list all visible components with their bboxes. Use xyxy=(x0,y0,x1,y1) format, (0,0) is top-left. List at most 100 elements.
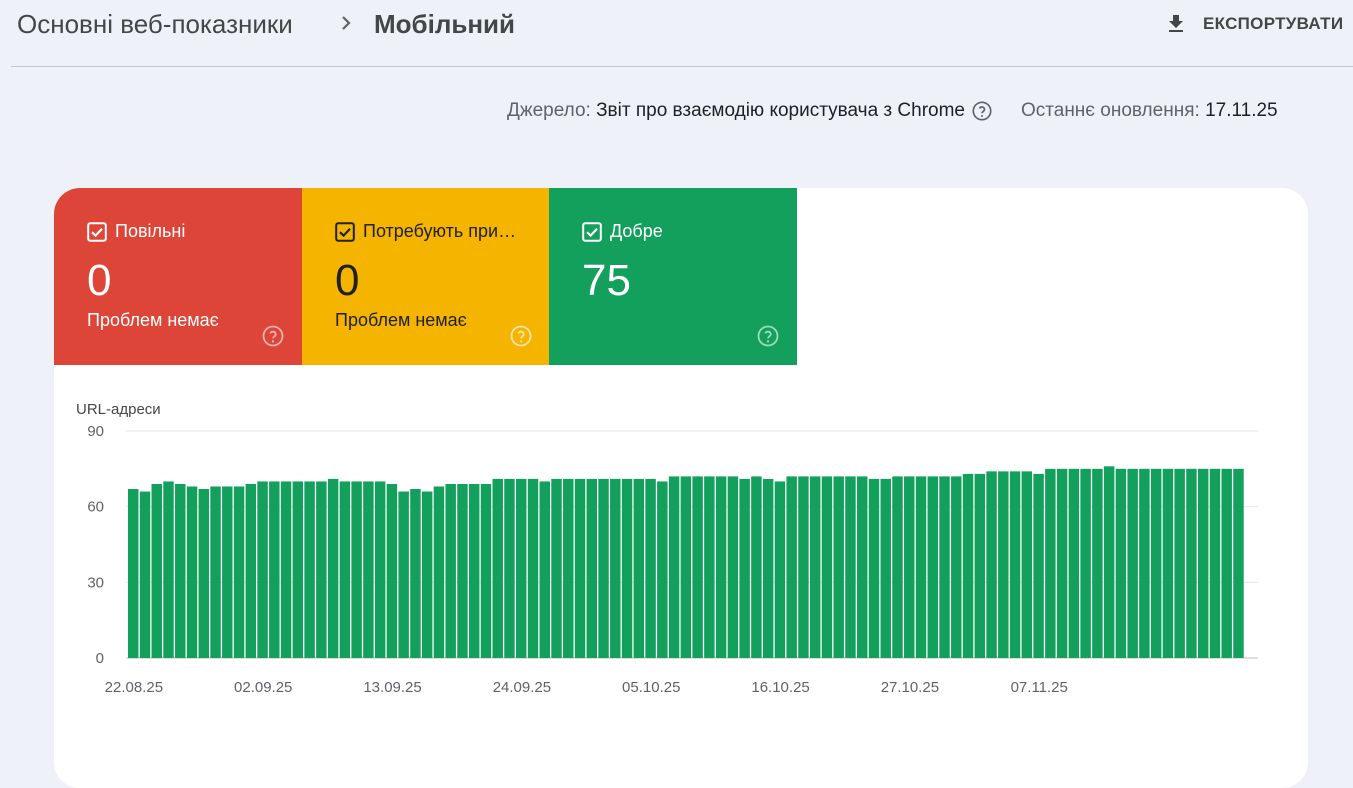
chart-bar xyxy=(504,478,515,658)
tile-subtitle: Проблем немає xyxy=(335,310,467,330)
chart-bar xyxy=(1127,468,1138,658)
chart-bar xyxy=(727,476,739,658)
export-button[interactable]: ЕКСПОРТУВАТИ xyxy=(1164,10,1343,38)
tile-good[interactable]: Добре 75 xyxy=(549,188,797,365)
chevron-right-icon xyxy=(342,16,351,30)
chart-bar xyxy=(245,483,257,658)
source-value: Звіт про взаємодію користувача з Chrome xyxy=(596,100,965,121)
chart-bar xyxy=(1009,471,1021,658)
tile-poor[interactable]: Повільні 0 Проблем немає xyxy=(54,188,302,365)
chart-bar xyxy=(762,478,774,658)
chart-bar xyxy=(715,476,727,658)
chart-bar xyxy=(880,478,891,658)
bar-chart: URL-адреси 0 30 60 90 22.08.25 02.09.25 13.09.2… xyxy=(76,401,1258,696)
chart-bar xyxy=(1045,468,1056,658)
help-circle-icon[interactable] xyxy=(509,324,533,348)
chart-bar xyxy=(856,476,868,658)
chart-bar xyxy=(1068,468,1080,658)
tile-label: Повільні xyxy=(115,221,186,241)
chart-bar xyxy=(198,489,210,658)
tile-label: Потребують при… xyxy=(363,221,517,241)
chart-bar xyxy=(186,486,198,658)
chart-bar xyxy=(222,486,233,658)
chart-bar xyxy=(128,489,139,658)
chart-bar xyxy=(892,476,903,658)
tile-subtitle: Проблем немає xyxy=(87,310,219,330)
chart-bar xyxy=(457,483,468,658)
help-circle-icon[interactable] xyxy=(261,324,285,348)
chart-bar xyxy=(563,478,574,658)
chart-bar xyxy=(939,476,950,658)
chart-bar xyxy=(539,481,550,658)
chart: URL-адреси 0 30 60 90 22.08.25 02.09.25 13.09.2… xyxy=(54,390,1294,710)
chart-bar xyxy=(492,478,503,658)
chart-bar xyxy=(445,483,456,658)
chart-bar xyxy=(962,473,974,658)
chart-bar xyxy=(363,481,374,658)
chart-bar xyxy=(351,481,362,658)
chart-bar xyxy=(774,481,786,658)
chart-bar xyxy=(986,471,997,658)
chart-bar xyxy=(210,486,221,658)
chart-bar xyxy=(974,473,986,658)
chart-bar xyxy=(927,476,938,658)
checkbox-checked-icon[interactable] xyxy=(87,222,107,242)
download-icon xyxy=(1169,15,1183,32)
chart-bar xyxy=(398,491,409,658)
chart-bar xyxy=(304,481,315,658)
chart-bar xyxy=(1209,468,1221,658)
chart-bar xyxy=(292,481,304,658)
chart-bar xyxy=(786,476,797,658)
checkbox-checked-icon[interactable] xyxy=(335,222,355,242)
export-label: ЕКСПОРТУВАТИ xyxy=(1203,14,1344,33)
chart-bar xyxy=(1033,473,1044,658)
checkbox-checked-icon[interactable] xyxy=(582,222,602,242)
chart-bar xyxy=(574,478,586,658)
chart-bar xyxy=(1174,468,1185,658)
tile-value: 75 xyxy=(582,256,631,305)
breadcrumb-parent[interactable]: Основні веб-показники xyxy=(17,9,293,39)
chart-bar xyxy=(951,476,962,658)
chart-bar xyxy=(751,476,762,658)
help-circle-icon[interactable] xyxy=(756,324,780,348)
chart-bar xyxy=(374,481,386,658)
chart-bar xyxy=(586,478,598,658)
chart-bar xyxy=(175,483,186,658)
chart-bar xyxy=(339,481,351,658)
chart-bar xyxy=(468,483,480,658)
help-circle-icon[interactable] xyxy=(971,100,993,122)
chart-bar xyxy=(798,476,809,658)
page-header: Основні веб-показники Мобільний ЕКСПОРТУ… xyxy=(0,0,1353,66)
y-tick-label: 0 xyxy=(96,650,104,667)
chart-bar xyxy=(257,481,268,658)
chart-bar xyxy=(868,478,880,658)
chart-bar xyxy=(151,483,162,658)
chart-bar xyxy=(316,481,327,658)
chart-bar xyxy=(1115,468,1127,658)
chart-bar xyxy=(1103,466,1115,658)
y-tick-label: 60 xyxy=(87,499,104,516)
chart-bar xyxy=(433,486,445,658)
chart-bar xyxy=(704,476,715,658)
tile-value: 0 xyxy=(335,256,360,305)
chart-bar xyxy=(1139,468,1150,658)
chart-bar xyxy=(1186,468,1197,658)
chart-bar xyxy=(739,478,750,658)
chart-bar xyxy=(386,483,398,658)
chart-bar xyxy=(527,478,539,658)
chart-bar xyxy=(915,476,927,658)
chart-bar xyxy=(280,481,292,658)
chart-bar xyxy=(809,476,821,658)
chart-bar xyxy=(269,481,280,658)
last-update-label: Останнє оновлення: xyxy=(1020,100,1200,121)
tile-needs-improvement[interactable]: Потребують при… 0 Проблем немає xyxy=(302,188,550,365)
x-tick-label: 13.09.25 xyxy=(363,679,421,696)
y-tick-label: 90 xyxy=(87,423,104,440)
chart-bar xyxy=(410,489,421,658)
chart-bar xyxy=(480,483,492,658)
chart-bar xyxy=(633,478,645,658)
chart-bar xyxy=(1162,468,1174,658)
chart-bar xyxy=(833,476,844,658)
chart-bar xyxy=(1233,468,1244,658)
source-label: Джерело: xyxy=(507,100,591,121)
